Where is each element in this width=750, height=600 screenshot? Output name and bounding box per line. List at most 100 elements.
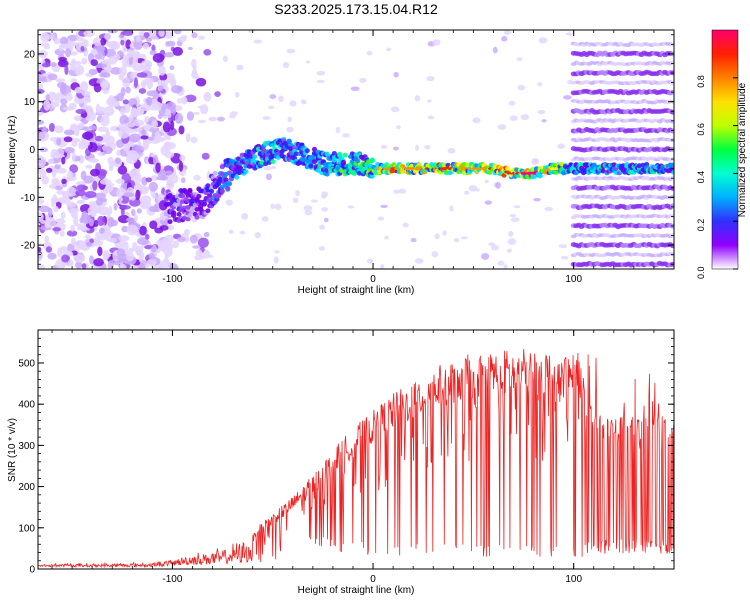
heatmap-cell [669,109,674,115]
heatmap-cell [164,52,175,58]
heatmap-cell [43,99,51,111]
heatmap-cell [140,135,149,140]
heatmap-cell [167,219,173,225]
heatmap-cell [286,48,296,54]
heatmap-cell [135,35,142,43]
heatmap-cell [165,40,176,47]
heatmap-cell [236,64,244,71]
heatmap-cell [304,210,313,216]
heatmap-cell [66,170,74,180]
heatmap-cell [123,192,135,198]
spectrogram-y-tick-label: 0 [29,145,35,156]
heatmap-cell [143,42,149,50]
heatmap-cell [189,234,198,244]
heatmap-cell [142,124,152,130]
heatmap-cell [125,251,134,262]
heatmap-cell [74,130,80,137]
heatmap-cell [191,32,198,39]
heatmap-cell [136,72,148,78]
snr-panel: -100 0 100 0 100 200 300 400 500 Height of strai… [7,329,675,596]
heatmap-cell [123,241,129,252]
heatmap-cell [71,141,78,147]
heatmap-cell [268,105,275,110]
heatmap-cell [81,90,91,97]
heatmap-cell [138,88,147,94]
heatmap-cell [187,46,193,51]
heatmap-cell [89,168,100,177]
heatmap-cell [61,156,66,165]
heatmap-cell [669,81,674,85]
heatmap-cell [165,142,176,150]
heatmap-cell [424,144,431,150]
heatmap-cell [74,97,84,104]
heatmap-cell [38,83,44,90]
snr-series [38,348,674,569]
heatmap-cell [54,164,61,170]
heatmap-cell [50,200,56,208]
heatmap-cell [81,263,87,269]
heatmap-cell [263,165,273,171]
heatmap-cell [75,108,87,114]
heatmap-cell [449,205,454,212]
heatmap-cell [146,258,157,267]
heatmap-cell [157,169,167,179]
heatmap-cell [513,205,521,209]
heatmap-cell [146,96,153,106]
heatmap-cell [136,208,142,214]
heatmap-cell [270,159,276,165]
heatmap-cell [318,246,326,251]
heatmap-cell [93,236,101,244]
heatmap-cell [563,95,572,100]
heatmap-cell [107,30,118,34]
heatmap-cell [217,116,225,122]
heatmap-cell [239,230,246,235]
heatmap-cell [131,208,136,217]
heatmap-cell [76,184,87,192]
heatmap-cell [38,156,47,167]
heatmap-cell [426,99,432,103]
heatmap-cell [62,191,67,203]
heatmap-cell [270,203,276,209]
heatmap-cell [51,101,57,109]
heatmap-cell [73,216,79,227]
spectrogram-y-tick-label: -20 [21,241,36,252]
heatmap-cell [644,162,650,167]
heatmap-cell [402,222,409,228]
heatmap-cell [311,146,318,152]
heatmap-cell [216,193,222,199]
heatmap-cell [122,99,129,105]
heatmap-cell [350,86,360,92]
heatmap-cell [139,225,147,236]
heatmap-cell [342,152,348,158]
heatmap-cell [94,53,102,60]
heatmap-cell [192,245,201,249]
colorbar-ticks: 0.0 0.2 0.4 0.6 0.8 [696,75,738,279]
heatmap-cell [157,113,163,119]
heatmap-cell [164,234,175,245]
spectrogram-y-tick-label: 20 [24,49,36,60]
heatmap-cell [55,78,66,83]
heatmap-cell [102,253,111,258]
heatmap-cell [517,84,526,91]
colorbar-tick-label: 0.2 [696,219,706,232]
heatmap-cell [52,227,62,232]
heatmap-cell [410,238,417,243]
snr-series-line [38,348,674,569]
heatmap-cell [151,246,157,253]
heatmap-cell [508,100,516,106]
heatmap-cell [63,129,75,136]
heatmap-cell [198,35,205,40]
heatmap-cell [118,127,130,139]
heatmap-cell [146,78,154,84]
heatmap-cell [304,148,310,154]
heatmap-cell [414,258,424,264]
heatmap-cell [83,30,95,38]
heatmap-cell [171,210,177,216]
heatmap-cell [287,116,292,123]
heatmap-cell [544,206,554,212]
heatmap-cell [99,227,105,234]
snr-ticks: -100 0 100 0 100 200 300 400 500 [18,329,675,585]
spectrogram-heatmap [38,30,674,269]
heatmap-cell [89,238,95,244]
heatmap-cell [97,126,109,133]
